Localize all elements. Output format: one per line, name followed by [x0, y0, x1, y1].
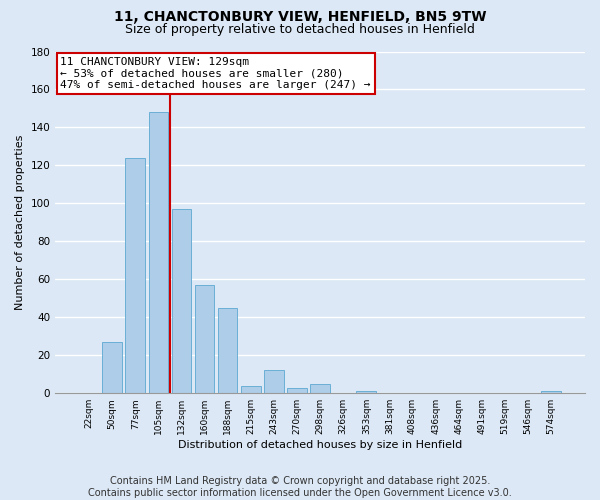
Bar — [287, 388, 307, 393]
Bar — [172, 209, 191, 393]
Bar — [264, 370, 284, 393]
Bar — [149, 112, 168, 393]
Bar — [103, 342, 122, 393]
Bar — [195, 285, 214, 393]
Text: Contains HM Land Registry data © Crown copyright and database right 2025.
Contai: Contains HM Land Registry data © Crown c… — [88, 476, 512, 498]
Text: 11, CHANCTONBURY VIEW, HENFIELD, BN5 9TW: 11, CHANCTONBURY VIEW, HENFIELD, BN5 9TW — [114, 10, 486, 24]
Text: 11 CHANCTONBURY VIEW: 129sqm
← 53% of detached houses are smaller (280)
47% of s: 11 CHANCTONBURY VIEW: 129sqm ← 53% of de… — [61, 56, 371, 90]
Bar — [241, 386, 260, 393]
Bar — [310, 384, 330, 393]
Y-axis label: Number of detached properties: Number of detached properties — [15, 134, 25, 310]
Bar — [541, 392, 561, 393]
Text: Size of property relative to detached houses in Henfield: Size of property relative to detached ho… — [125, 22, 475, 36]
X-axis label: Distribution of detached houses by size in Henfield: Distribution of detached houses by size … — [178, 440, 462, 450]
Bar — [125, 158, 145, 393]
Bar — [356, 392, 376, 393]
Bar — [218, 308, 238, 393]
